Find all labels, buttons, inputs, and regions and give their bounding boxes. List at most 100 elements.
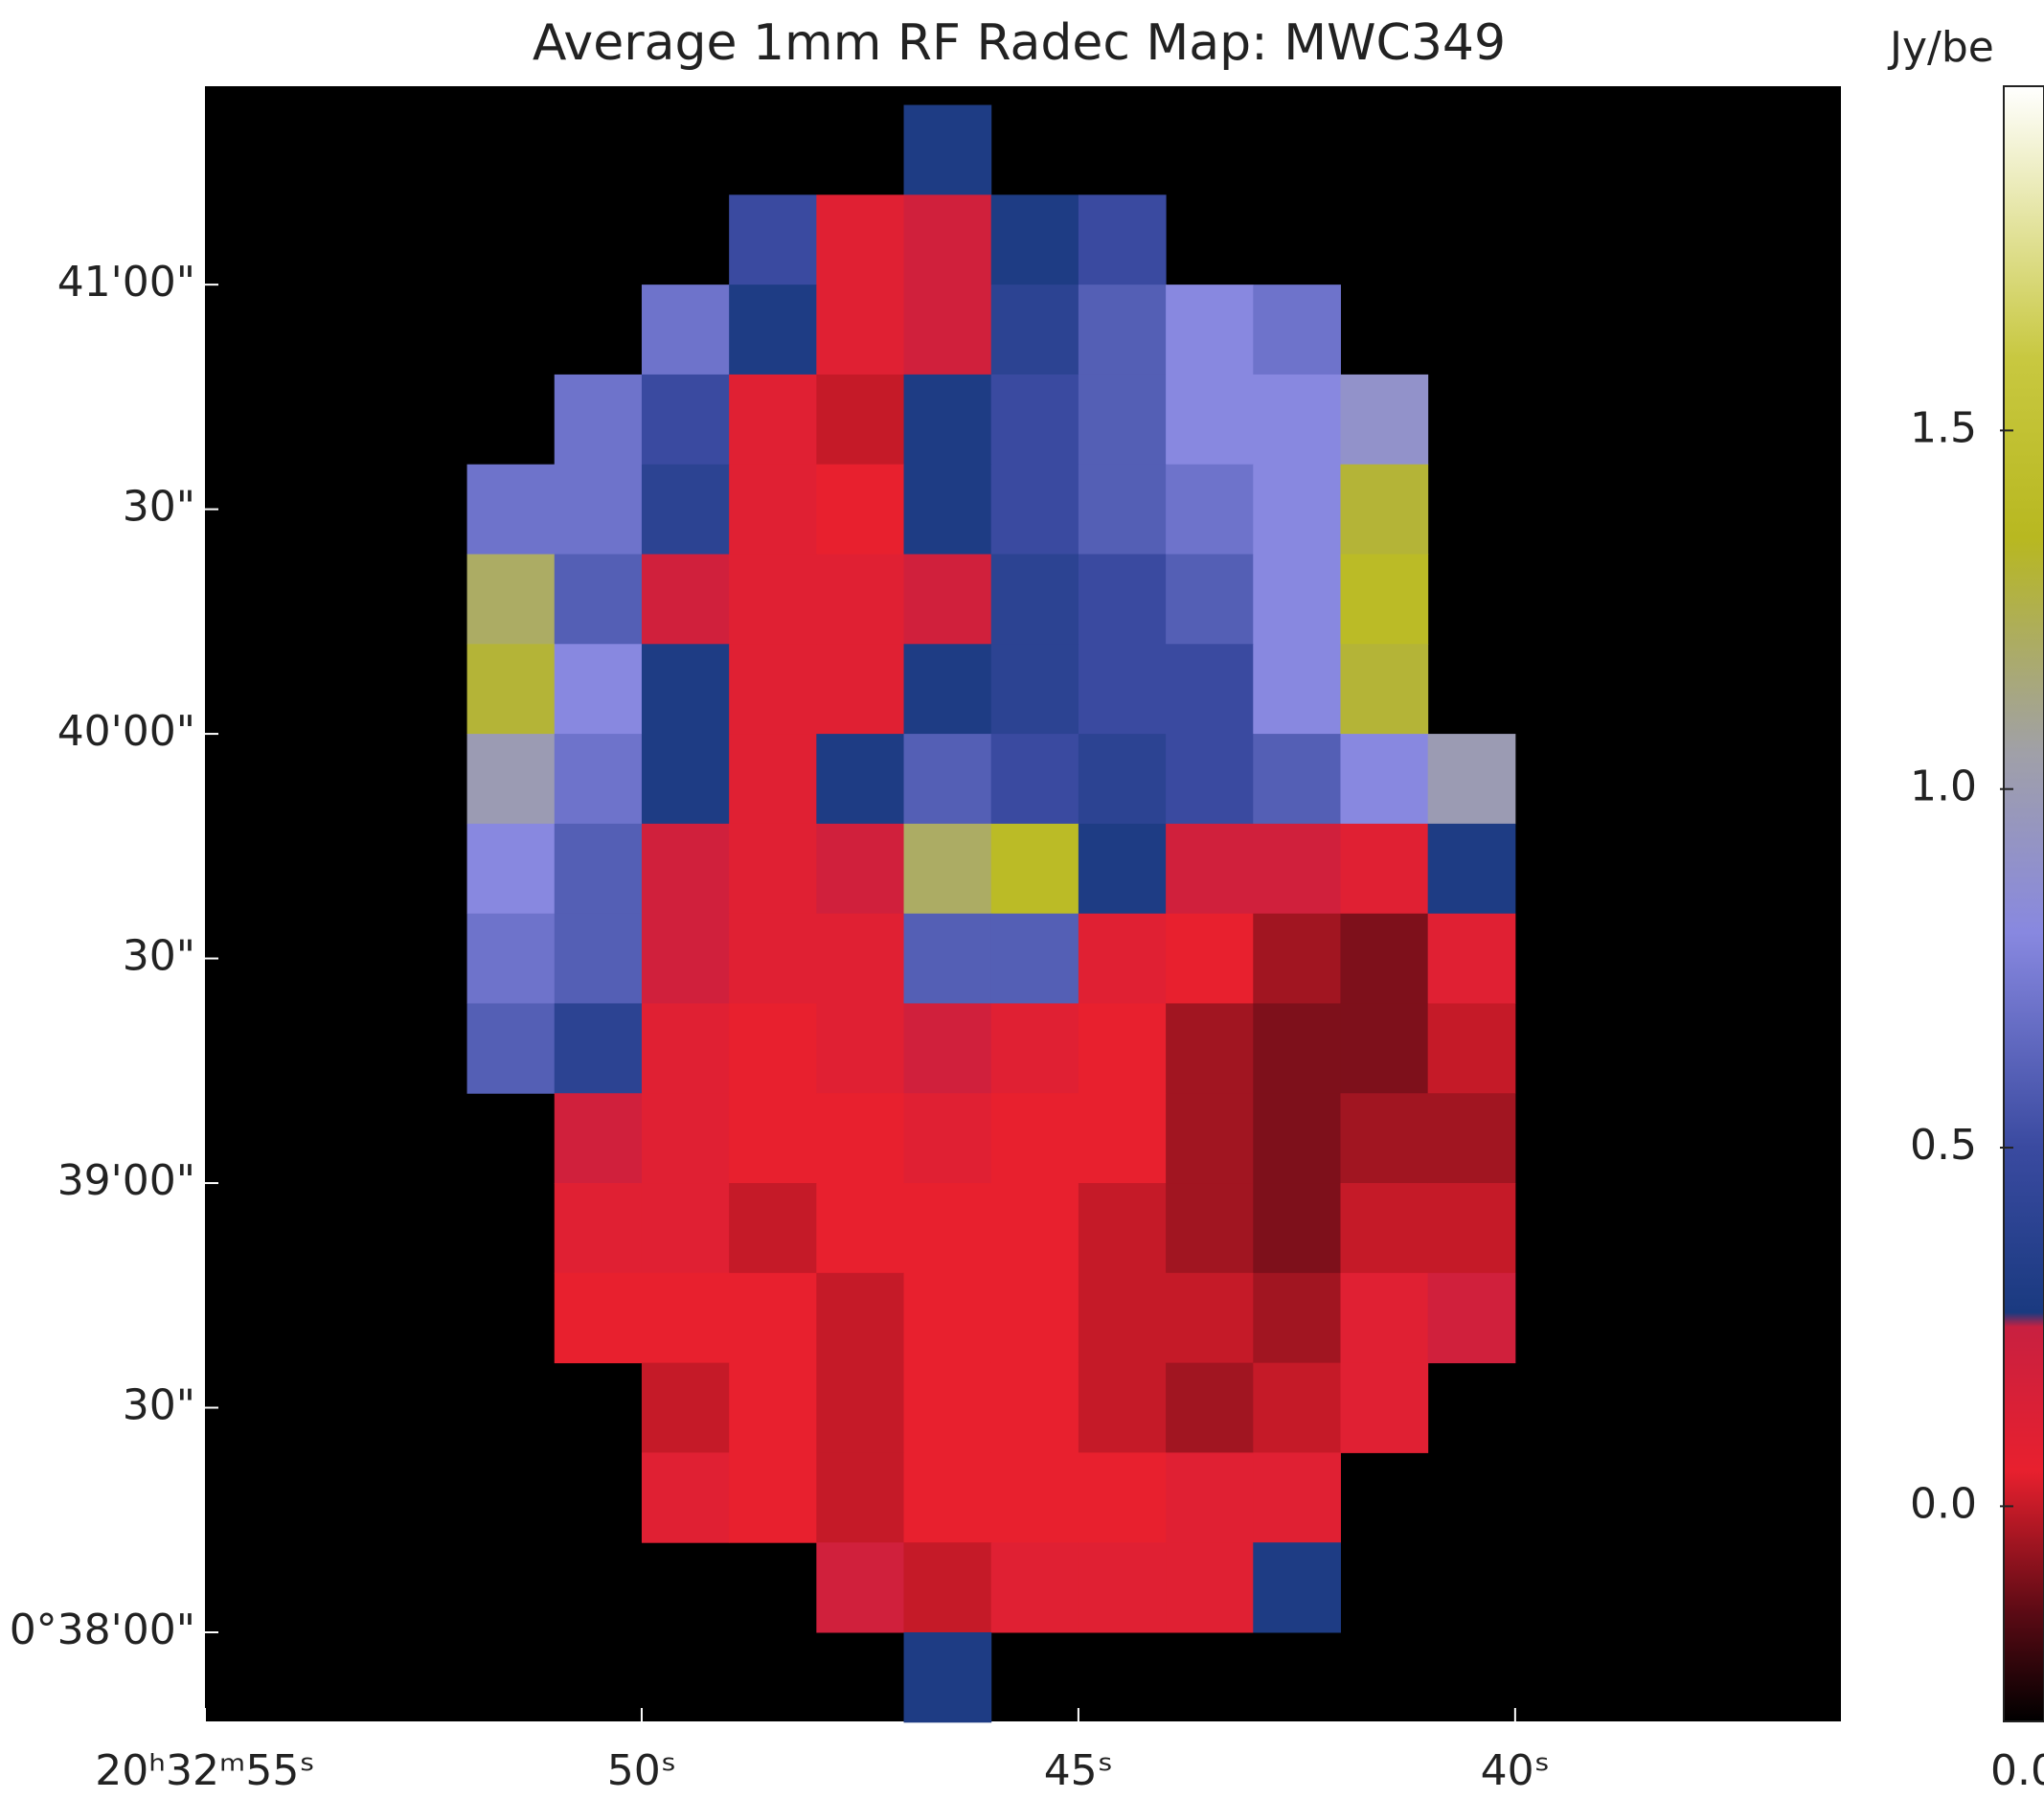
heatmap-cell: [1427, 734, 1516, 825]
heatmap-cell: [903, 1452, 992, 1543]
heatmap-cell: [1078, 285, 1167, 376]
heatmap-cell: [641, 554, 730, 645]
heatmap-cell: [1078, 374, 1167, 466]
heatmap-cell: [729, 285, 817, 376]
heatmap-cell: [1340, 644, 1429, 735]
heatmap-cell: [990, 1183, 1079, 1274]
heatmap-cell: [903, 1003, 992, 1094]
heatmap-cell: [1253, 285, 1341, 376]
heatmap-cell: [990, 1542, 1079, 1633]
heatmap-cell: [1340, 1183, 1429, 1274]
heatmap-cell: [466, 823, 556, 915]
heatmap-cell: [990, 464, 1079, 555]
heatmap-cell: [990, 1003, 1079, 1094]
heatmap-cell: [1166, 734, 1254, 825]
heatmap-cell: [1340, 1093, 1429, 1184]
heatmap-cell: [1253, 464, 1341, 555]
heatmap-cell: [1078, 1183, 1167, 1274]
heatmap-cell: [729, 913, 817, 1004]
heatmap-cell: [816, 644, 905, 735]
heatmap-cell: [1078, 644, 1167, 735]
heatmap-cell: [1253, 1362, 1341, 1453]
y-tick-label: 30": [123, 932, 195, 981]
heatmap-cell: [466, 464, 556, 555]
heatmap-cell: [554, 464, 643, 555]
heatmap-cell: [466, 734, 556, 825]
y-tick-label: 30": [123, 1381, 195, 1430]
heatmap-cell: [1253, 1183, 1341, 1274]
heatmap-cell: [1253, 1452, 1341, 1543]
heatmap-cell: [641, 1272, 730, 1364]
heatmap-cell: [1340, 1362, 1429, 1453]
colorbar-tick-label: 0.5: [1910, 1121, 1977, 1170]
heatmap-cell: [990, 1452, 1079, 1543]
x-tick-label: 40ˢ: [1481, 1746, 1550, 1795]
heatmap-cell: [990, 1272, 1079, 1364]
x-tick-label: 45ˢ: [1044, 1746, 1113, 1795]
heatmap-cell: [1166, 464, 1254, 555]
heatmap-cell: [990, 644, 1079, 735]
colorbar-tick-label: 1.0: [1910, 763, 1977, 811]
heatmap-cell: [1166, 1542, 1254, 1633]
colorbar-tick-label: 1.5: [1910, 403, 1977, 452]
heatmap-cell: [990, 194, 1079, 285]
heatmap-cell: [903, 734, 992, 825]
y-tick-label: 39'00": [57, 1156, 195, 1205]
heatmap-cell: [1253, 1542, 1341, 1633]
heatmap-cell: [641, 1093, 730, 1184]
colorbar-label: Jy/be: [1887, 23, 1994, 72]
heatmap-cell: [1427, 913, 1516, 1004]
heatmap-cell: [816, 1362, 905, 1453]
heatmap-cell: [641, 285, 730, 376]
heatmap-cell: [1253, 374, 1341, 466]
heatmap-cell: [729, 1272, 817, 1364]
chart-title: Average 1mm RF Radec Map: MWC349: [533, 14, 1506, 72]
heatmap-cell: [1166, 823, 1254, 915]
heatmap-cell: [729, 554, 817, 645]
heatmap-cell: [1427, 1093, 1516, 1184]
heatmap-cell: [990, 734, 1079, 825]
heatmap-cell: [1078, 1003, 1167, 1094]
colorbar-bottom-label: 0.0: [1990, 1746, 2044, 1795]
heatmap-cell: [903, 464, 992, 555]
heatmap-cell: [466, 913, 556, 1004]
heatmap-cell: [554, 554, 643, 645]
heatmap-cell: [903, 644, 992, 735]
heatmap-cell: [641, 374, 730, 466]
heatmap-cell: [1340, 464, 1429, 555]
heatmap-cell: [641, 823, 730, 915]
heatmap-cell: [1166, 374, 1254, 466]
heatmap-cell: [466, 554, 556, 645]
heatmap-cell: [990, 1362, 1079, 1453]
heatmap-cell: [903, 1362, 992, 1453]
heatmap-cell: [816, 464, 905, 555]
heatmap-cell: [903, 194, 992, 285]
heatmap-cell: [1078, 1093, 1167, 1184]
heatmap-cell: [990, 823, 1079, 915]
heatmap-cell: [990, 913, 1079, 1004]
heatmap-cell: [1427, 1003, 1516, 1094]
heatmap-cell: [816, 1272, 905, 1364]
heatmap-cell: [1078, 734, 1167, 825]
y-tick-label: 30": [123, 483, 195, 532]
heatmap-cell: [990, 1093, 1079, 1184]
heatmap-cell: [1253, 554, 1341, 645]
heatmap-cell: [554, 374, 643, 466]
heatmap-cell: [1078, 1362, 1167, 1453]
heatmap-cell: [1078, 554, 1167, 645]
heatmap-cell: [1340, 1003, 1429, 1094]
heatmap-cell: [1166, 1452, 1254, 1543]
heatmap-cell: [1340, 554, 1429, 645]
heatmap-cell: [1166, 644, 1254, 735]
heatmap-cell: [729, 1183, 817, 1274]
heatmap-cell: [1427, 1183, 1516, 1274]
heatmap-cell: [641, 1362, 730, 1453]
heatmap-cell: [1253, 823, 1341, 915]
heatmap-cell: [903, 1631, 992, 1723]
heatmap-cell: [1253, 1093, 1341, 1184]
heatmap-cell: [903, 823, 992, 915]
heatmap-cell: [903, 1183, 992, 1274]
x-tick-label: 50ˢ: [607, 1746, 676, 1795]
heatmap-cell: [1340, 374, 1429, 466]
y-tick-label: 41'00": [57, 258, 195, 307]
